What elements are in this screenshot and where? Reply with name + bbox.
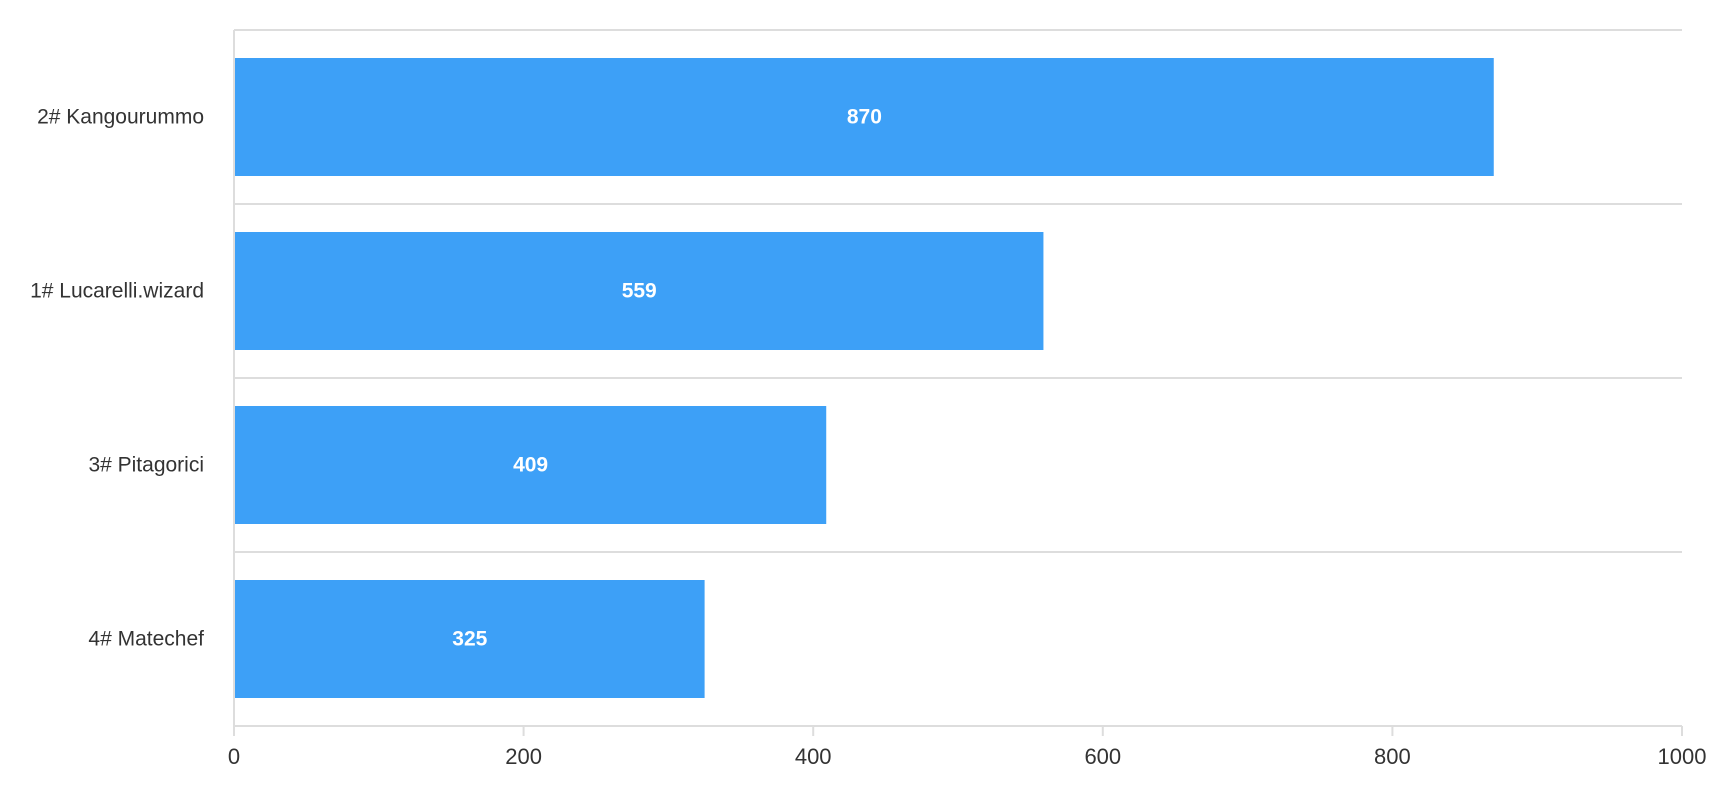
x-tick-label: 0: [228, 744, 240, 769]
grid-lines: [233, 29, 1682, 727]
x-tick-label: 800: [1374, 744, 1411, 769]
data-label: 870: [847, 106, 882, 129]
category-label: 4# Matechef: [88, 628, 204, 651]
data-label: 325: [452, 628, 487, 651]
category-label: 2# Kangourummo: [37, 106, 204, 129]
data-label: 409: [513, 454, 548, 477]
bars: [235, 58, 1494, 698]
bar[interactable]: [235, 58, 1494, 176]
x-tick-label: 600: [1084, 744, 1121, 769]
x-tick-label: 400: [795, 744, 832, 769]
x-tick-label: 1000: [1658, 744, 1707, 769]
data-label: 559: [622, 280, 657, 303]
category-label: 1# Lucarelli.wizard: [30, 280, 204, 303]
value-labels: 870 559 409 325: [452, 106, 882, 651]
x-axis: 0 200 400 600 800 1000: [228, 726, 1707, 769]
category-label: 3# Pitagorici: [88, 454, 204, 477]
category-labels: 2# Kangourummo 1# Lucarelli.wizard 3# Pita…: [30, 106, 204, 651]
x-tick-label: 200: [505, 744, 542, 769]
bar[interactable]: [235, 232, 1044, 350]
bar[interactable]: [235, 580, 705, 698]
bar[interactable]: [235, 406, 827, 524]
